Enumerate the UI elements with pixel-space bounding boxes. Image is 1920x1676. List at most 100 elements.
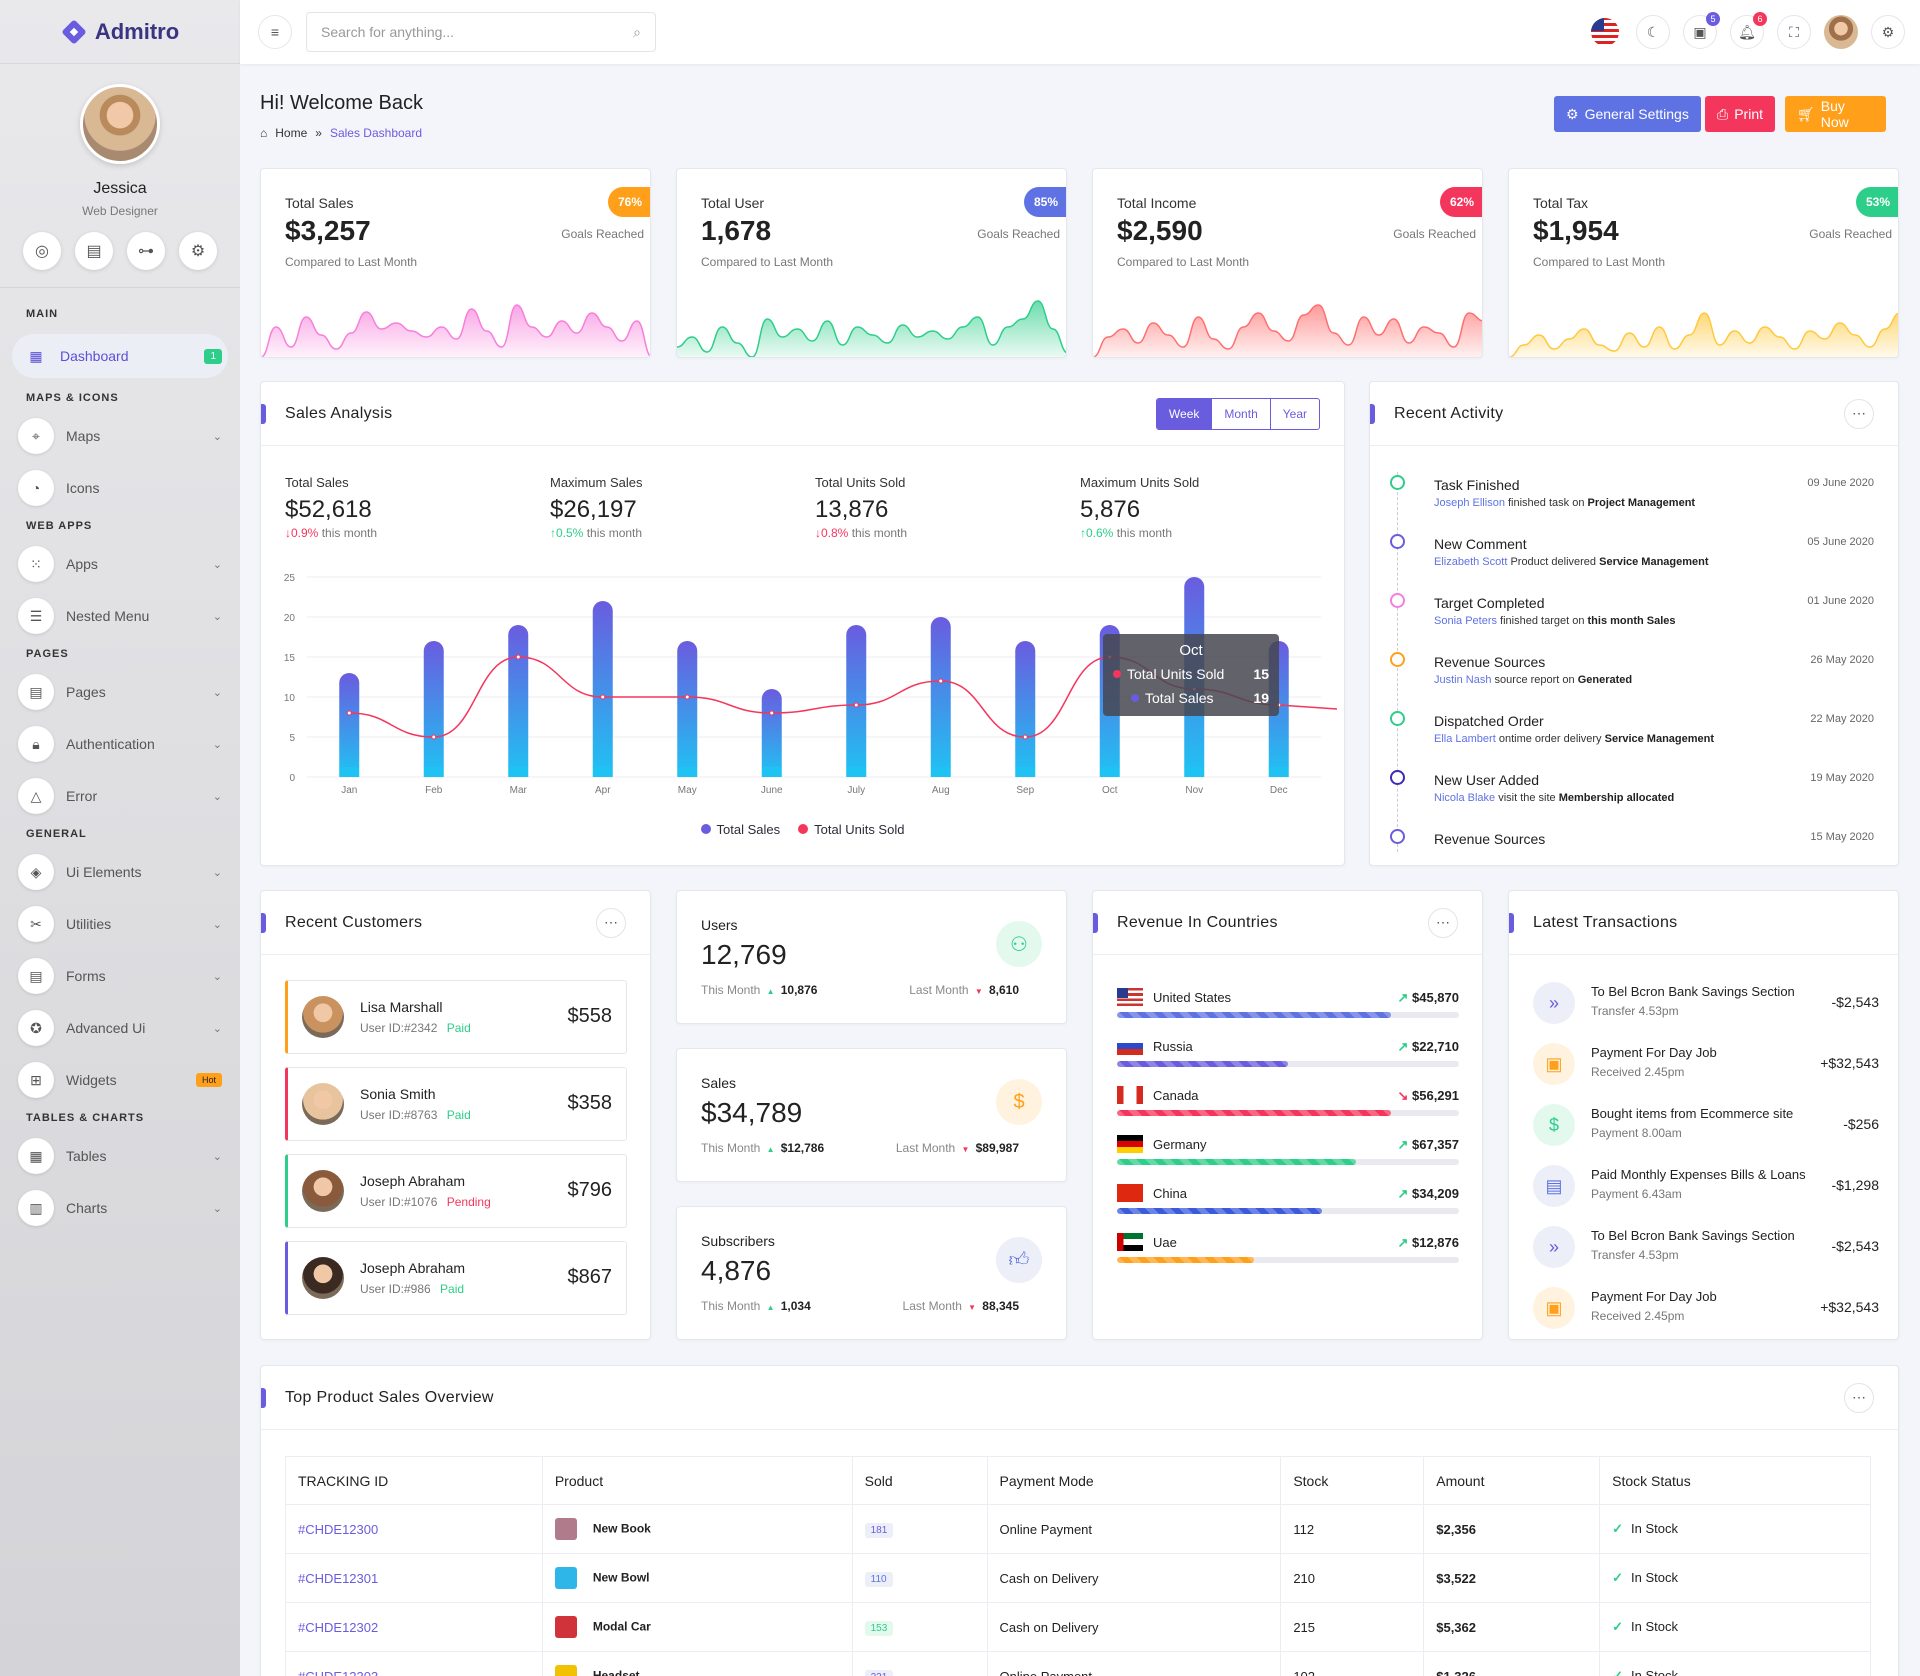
menu-toggle-button[interactable]: ≡ [258, 15, 292, 49]
sidebar-item-pages[interactable]: ▤ Pages ⌄ [0, 666, 240, 718]
sidebar-item-maps[interactable]: ⌖ Maps ⌄ [0, 410, 240, 462]
country-revenue-row[interactable]: China ↗ $34,209 [1117, 1184, 1459, 1230]
dark-mode-button[interactable]: ☾ [1636, 15, 1670, 49]
breadcrumb-home[interactable]: Home [275, 126, 308, 140]
tracking-id-link[interactable]: #CHDE12301 [298, 1570, 379, 1586]
fullscreen-button[interactable]: ⛶ [1777, 15, 1811, 49]
activity-item[interactable]: New Comment Elizabeth Scott Product deliv… [1370, 524, 1898, 583]
sidebar-item-forms[interactable]: ▤ Forms ⌄ [0, 950, 240, 1002]
activity-item[interactable]: Target Completed Sonia Peters finished ta… [1370, 583, 1898, 642]
transaction-row[interactable]: » To Bel Bcron Bank Savings Section Transf… [1533, 1218, 1879, 1278]
sidebar-item-widgets[interactable]: ⊞ Widgets Hot [0, 1054, 240, 1106]
activity-user[interactable]: Ella Lambert [1434, 733, 1496, 745]
country-revenue-row[interactable]: United States ↗ $45,870 [1117, 988, 1459, 1034]
notifications-button[interactable]: 🔔︎ 6 [1730, 12, 1767, 49]
tab-year[interactable]: Year [1269, 398, 1319, 429]
activity-item[interactable]: Revenue Sources Justin Nash source report… [1370, 642, 1898, 701]
column-header[interactable]: Payment Mode [986, 1456, 1282, 1505]
transaction-row[interactable]: » To Bel Bcron Bank Savings Section Transf… [1533, 974, 1879, 1034]
activity-user[interactable]: Elizabeth Scott [1434, 556, 1508, 568]
activity-text: Product delivered [1510, 556, 1597, 568]
customer-row[interactable]: Joseph Abraham User ID:#986 Paid $867 [285, 1241, 627, 1315]
table-row[interactable]: #CHDE12301 New Bowl 110 Cash on Delivery 210… [285, 1553, 1871, 1603]
tab-month[interactable]: Month [1211, 398, 1269, 429]
more-options-button[interactable]: ⋯ [1844, 398, 1874, 429]
country-revenue-row[interactable]: Canada ↘ $56,291 [1117, 1086, 1459, 1132]
sidebar-item-tables[interactable]: ▦ Tables ⌄ [0, 1130, 240, 1182]
country-revenue-row[interactable]: Germany ↗ $67,357 [1117, 1135, 1459, 1181]
customer-row[interactable]: Joseph Abraham User ID:#1076 Pending $796 [285, 1154, 627, 1228]
legend-total-sales[interactable]: Total Sales [700, 822, 780, 837]
country-progress-bar [1117, 1257, 1459, 1263]
cart-button[interactable]: ▣ 5 [1683, 12, 1720, 49]
country-progress-fill [1117, 1159, 1357, 1165]
activity-user[interactable]: Joseph Ellison [1434, 497, 1505, 509]
customer-row[interactable]: Sonia Smith User ID:#8763 Paid $358 [285, 1067, 627, 1141]
sidebar-item-apps[interactable]: ⁙ Apps ⌄ [0, 538, 240, 590]
activity-item[interactable]: Dispatched Order Ella Lambert ontime orde… [1370, 701, 1898, 760]
print-button[interactable]: ⎙ Print [1705, 96, 1775, 132]
hamburger-icon: ≡ [270, 24, 280, 40]
activity-target: this month Sales [1587, 615, 1676, 627]
column-header[interactable]: Stock Status [1599, 1456, 1871, 1505]
column-header[interactable]: Sold [851, 1456, 988, 1505]
table-row[interactable]: #CHDE12302 Modal Car 153 Cash on Delivery 21… [285, 1602, 1871, 1652]
column-header[interactable]: TRACKING ID [285, 1456, 543, 1505]
search-icon[interactable]: ⌕ [633, 23, 641, 40]
transaction-row[interactable]: ▣ Payment For Day Job Received 2.45pm +$32,… [1533, 1035, 1879, 1095]
table-row[interactable]: #CHDE12303 Headset 221 Online Payment 102 $1,… [285, 1651, 1871, 1676]
logo[interactable]: Admitro [0, 0, 240, 64]
country-revenue-row[interactable]: Uae ↗ $12,876 [1117, 1233, 1459, 1279]
sidebar-item-authentication[interactable]: 🔒︎ Authentication ⌄ [0, 718, 240, 770]
more-options-button[interactable]: ⋯ [1428, 907, 1458, 938]
legend-total-units-sold[interactable]: Total Units Sold [798, 822, 904, 837]
us-flag-icon [1591, 18, 1619, 46]
user-avatar-button[interactable] [1824, 15, 1858, 49]
chart-legend: Total Sales Total Units Sold [261, 822, 1344, 837]
country-revenue-row[interactable]: Russia ↗ $22,710 [1117, 1037, 1459, 1083]
activity-item[interactable]: Revenue Sources 15 May 2020 [1370, 819, 1898, 865]
activity-item[interactable]: New User Added Nicola Blake visit the sit… [1370, 760, 1898, 819]
sidebar-item-dashboard[interactable]: ▦ Dashboard 1 [12, 334, 228, 378]
language-flag-button[interactable] [1588, 15, 1622, 49]
tab-week[interactable]: Week [1156, 398, 1212, 429]
tracking-id-link[interactable]: #CHDE12303 [298, 1668, 379, 1676]
sidebar-item-ui-elements[interactable]: ◈ Ui Elements ⌄ [0, 846, 240, 898]
activity-user[interactable]: Justin Nash [1434, 674, 1492, 686]
sidebar-item-icons[interactable]: ◔ Icons [0, 462, 240, 514]
settings-button[interactable]: ⚙ [1871, 15, 1905, 49]
timeline-dot-icon [1390, 770, 1405, 785]
tracking-id-link[interactable]: #CHDE12302 [298, 1619, 379, 1635]
column-header[interactable]: Stock [1280, 1456, 1425, 1505]
column-header[interactable]: Amount [1423, 1456, 1601, 1505]
table-row[interactable]: #CHDE12300 New Book 181 Online Payment 112 $2… [285, 1504, 1871, 1554]
more-options-button[interactable]: ⋯ [1844, 1382, 1874, 1413]
sidebar-item-advanced-ui[interactable]: ✪ Advanced Ui ⌄ [0, 1002, 240, 1054]
sidebar-item-charts[interactable]: ▥ Charts ⌄ [0, 1182, 240, 1234]
bar-base [423, 767, 444, 777]
sidebar-item-utilities[interactable]: ✂ Utilities ⌄ [0, 898, 240, 950]
search-input[interactable]: Search for anything... ⌕ [306, 12, 656, 52]
transaction-row[interactable]: ▣ Payment For Day Job Received 2.45pm +$32,… [1533, 1279, 1879, 1339]
transaction-row[interactable]: $ Bought items from Ecommerce site Payment… [1533, 1096, 1879, 1156]
tracking-id-link[interactable]: #CHDE12300 [298, 1521, 379, 1537]
general-settings-button[interactable]: ⚙ General Settings [1554, 96, 1701, 132]
activity-user[interactable]: Nicola Blake [1434, 792, 1496, 804]
line-point [1022, 734, 1028, 740]
sidebar-item-error[interactable]: △ Error ⌄ [0, 770, 240, 822]
sidebar-item-nested-menu[interactable]: ☰ Nested Menu ⌄ [0, 590, 240, 642]
support-icon[interactable]: ◎ [23, 232, 61, 270]
activity-item[interactable]: Task Finished Joseph Ellison finished tas… [1370, 465, 1898, 524]
payment-mode-cell: Online Payment [986, 1504, 1282, 1554]
share-icon[interactable]: ⊶ [127, 232, 165, 270]
buy-now-button[interactable]: 🛒︎ Buy Now [1785, 96, 1886, 132]
gear-icon[interactable]: ⚙ [179, 232, 217, 270]
more-options-button[interactable]: ⋯ [596, 907, 626, 938]
document-icon[interactable]: ▤ [75, 232, 113, 270]
activity-user[interactable]: Sonia Peters [1434, 615, 1497, 627]
column-header[interactable]: Product [541, 1456, 853, 1505]
cart-icon: 🛒︎ [1797, 105, 1815, 122]
transaction-row[interactable]: ▤ Paid Monthly Expenses Bills & Loans Paym… [1533, 1157, 1879, 1217]
customer-row[interactable]: Lisa Marshall User ID:#2342 Paid $558 [285, 980, 627, 1054]
profile-avatar[interactable] [80, 84, 160, 164]
